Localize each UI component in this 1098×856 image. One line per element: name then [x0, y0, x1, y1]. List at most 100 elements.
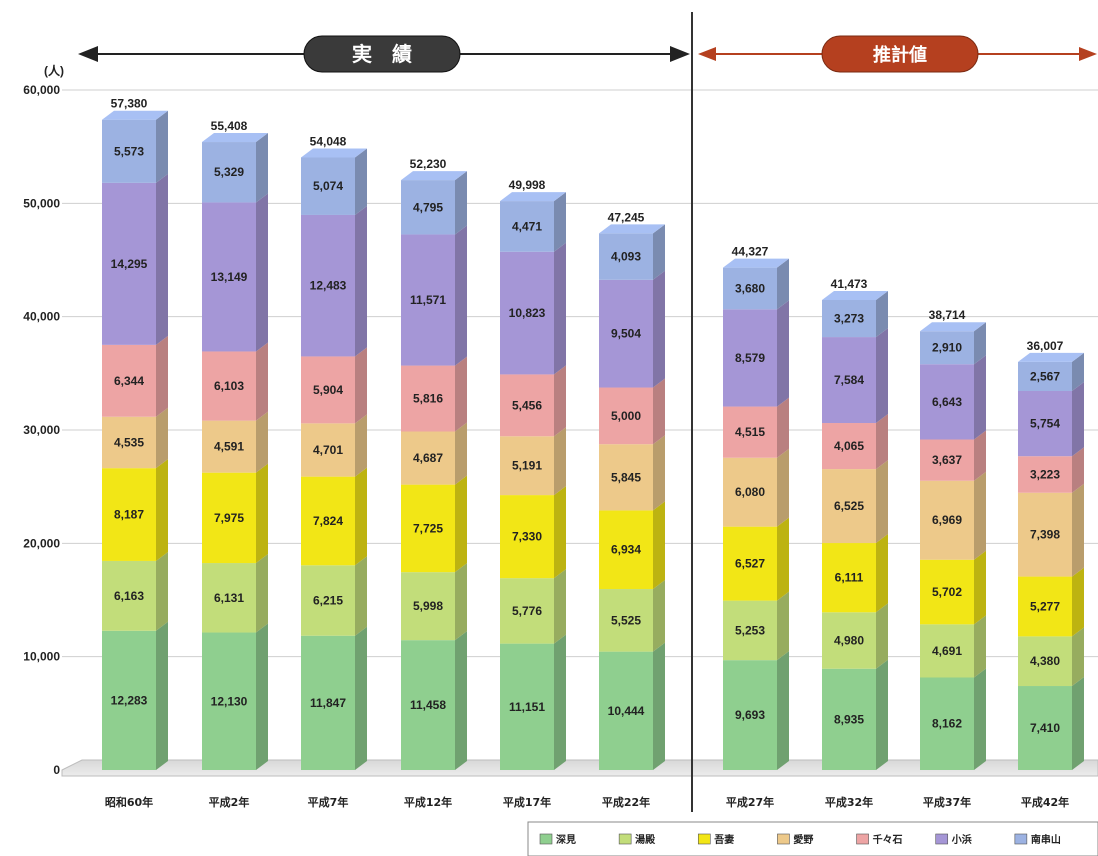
bar-segment-side: [156, 621, 168, 770]
segment-value-label: 6,525: [834, 499, 864, 513]
bar-segment: [920, 331, 974, 365]
bar-total-label: 41,473: [831, 277, 868, 291]
bar-segment-side: [1072, 381, 1084, 457]
bar-total-label: 52,230: [410, 157, 447, 171]
forecast-arrow-right-head: [1079, 47, 1097, 61]
bar-segment: [102, 416, 156, 469]
segment-value-label: 10,444: [608, 704, 645, 718]
bar-segment-side: [455, 171, 467, 235]
segment-value-label: 4,591: [214, 440, 244, 454]
bar-segment: [1018, 576, 1072, 637]
bar-column: 12,283 6,163 8,187 4,535 6,344 14,295 5,573 57,…: [102, 97, 168, 770]
bar-segment: [301, 356, 355, 424]
bar-segment-side: [554, 427, 566, 496]
segment-value-label: 4,515: [735, 425, 765, 439]
legend-swatch: [618, 833, 632, 845]
bar-segment: [822, 337, 876, 424]
bar-segment: [401, 640, 455, 770]
bar-segment-side: [1072, 627, 1084, 687]
bar-segment: [920, 559, 974, 625]
bar-segment-side: [1072, 447, 1084, 493]
bar-segment: [599, 387, 653, 445]
legend-label: 吾妻: [714, 833, 734, 846]
bar-segment: [301, 565, 355, 636]
bar-segment-side: [876, 659, 888, 770]
bar-segment-side: [256, 342, 268, 421]
segment-value-label: 7,584: [834, 373, 864, 387]
segment-value-label: 12,283: [111, 693, 148, 707]
y-axis-ticks: 0 10,000 20,000 30,000 40,000 50,000 60,000: [23, 83, 60, 777]
bar-top-cap: [920, 322, 986, 332]
y-tick-label: 40,000: [23, 310, 60, 324]
bar-total-label: 54,048: [310, 134, 347, 148]
bar-top-cap: [102, 110, 168, 120]
bar-segment: [920, 677, 974, 770]
bar-segment: [102, 182, 156, 345]
bar-segment-side: [256, 463, 268, 564]
bar-segment-side: [777, 591, 789, 661]
segment-value-label: 5,253: [735, 623, 765, 637]
bar-segment-side: [355, 347, 367, 424]
bar-segment: [822, 543, 876, 613]
bar-segment-side: [974, 471, 986, 560]
segment-value-label: 4,691: [932, 644, 962, 658]
legend-swatch: [856, 833, 869, 845]
segment-value-label: 11,571: [410, 293, 446, 307]
y-axis-unit-label: (人): [44, 63, 64, 78]
bar-segment-side: [156, 459, 168, 561]
segment-value-label: 8,187: [114, 508, 144, 522]
legend-label: 湯殿: [635, 833, 656, 846]
bar-segment: [1018, 686, 1072, 770]
bar-top-cap: [202, 133, 268, 143]
bar-segment-side: [554, 486, 566, 579]
segment-value-label: 4,535: [114, 435, 144, 449]
y-tick-label: 20,000: [23, 536, 60, 550]
bar-column: 11,151 5,776 7,330 5,191 5,456 10,823 4,471 49,…: [500, 178, 566, 770]
bar-total-label: 57,380: [111, 97, 148, 111]
bar-top-cap: [1018, 352, 1084, 362]
bar-segment: [202, 420, 256, 473]
bar-segment: [599, 444, 653, 511]
segment-value-label: 7,824: [313, 514, 343, 528]
segment-value-label: 13,149: [211, 270, 248, 284]
segment-value-label: 3,273: [834, 312, 864, 326]
bar-segment: [822, 612, 876, 669]
bar-segment-side: [876, 328, 888, 424]
bar-segment: [599, 589, 653, 652]
segment-value-label: 5,702: [932, 585, 962, 599]
bar-segment-side: [156, 110, 168, 183]
bar-total-label: 36,007: [1027, 339, 1064, 353]
bar-segment: [202, 472, 256, 564]
segment-value-label: 4,093: [611, 250, 641, 264]
segment-value-label: 2,567: [1030, 369, 1060, 383]
bars-layer: 12,283 6,163 8,187 4,535 6,344 14,295 5,573 57,…: [102, 97, 1084, 770]
bar-segment-side: [777, 258, 789, 310]
bar-segment: [723, 660, 777, 770]
bar-segment: [723, 267, 777, 310]
bar-segment-side: [355, 556, 367, 636]
bar-segment: [102, 630, 156, 770]
bar-segment-side: [554, 242, 566, 375]
bar-segment: [301, 157, 355, 215]
x-category-label: 平成7年: [308, 795, 349, 809]
bar-segment: [500, 436, 554, 496]
bar-segment: [822, 668, 876, 770]
x-category-label: 平成17年: [503, 795, 551, 809]
legend-swatch: [539, 833, 553, 845]
legend-swatch: [1014, 833, 1028, 845]
forecast-label-pill: [821, 35, 979, 73]
bar-segment: [1018, 492, 1072, 577]
bar-segment: [723, 457, 777, 527]
bar-segment-side: [653, 378, 665, 445]
y-tick-label: 0: [53, 763, 60, 777]
x-category-label: 平成22年: [602, 795, 650, 809]
segment-value-label: 5,074: [313, 179, 343, 193]
y-tick-label: 10,000: [23, 650, 60, 664]
forecast-arrow-left-head: [698, 47, 716, 61]
bar-segment-side: [554, 192, 566, 252]
bar-segment: [1018, 636, 1072, 687]
bar-segment-side: [355, 467, 367, 566]
bar-segment: [401, 365, 455, 432]
segment-value-label: 7,975: [214, 511, 244, 525]
x-category-label: 平成2年: [209, 795, 250, 809]
